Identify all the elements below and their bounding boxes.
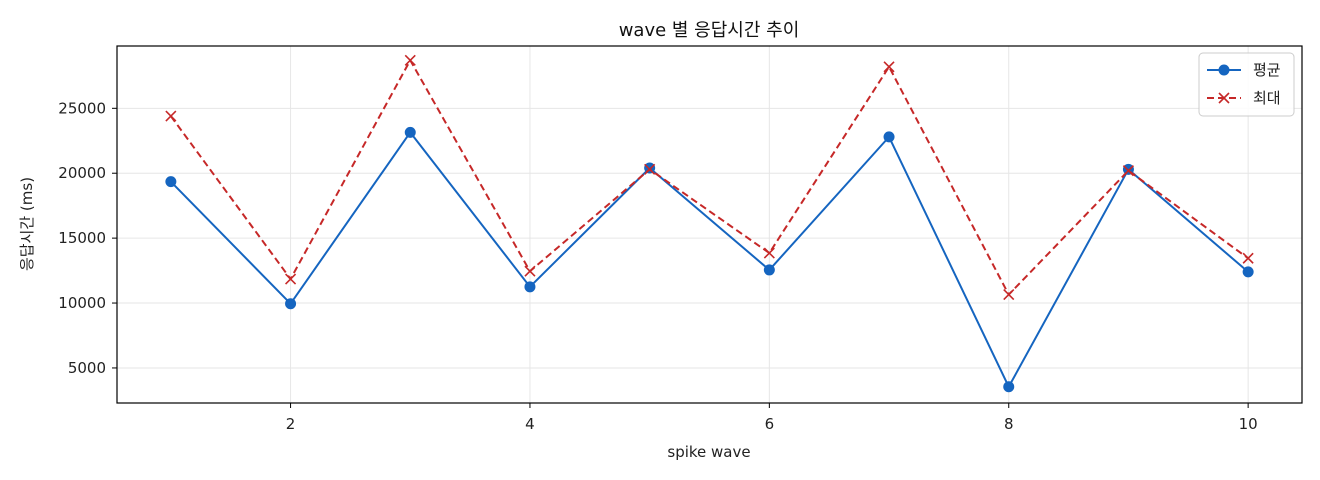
legend-label: 평균: [1253, 61, 1281, 79]
x-axis-ticks: 2 4 6 8 10: [286, 403, 1258, 433]
data-point-1: [1242, 266, 1254, 278]
data-point-2: [165, 110, 177, 122]
data-point-legend-2: [1218, 92, 1230, 104]
series-line-2: [170, 59, 1249, 296]
y-tick-label: 25000: [58, 99, 106, 117]
data-point-2: [404, 54, 416, 66]
data-point-2: [1122, 165, 1135, 177]
series-layer: [165, 54, 1254, 393]
x-tick-label: 8: [1004, 415, 1014, 433]
x-tick-label: 2: [286, 415, 296, 433]
legend-label: 최대: [1253, 89, 1281, 107]
y-tick-label: 20000: [58, 164, 106, 182]
data-point-1: [763, 264, 775, 276]
y-tick-label: 5000: [68, 359, 106, 377]
data-point-2: [1003, 289, 1015, 301]
data-point-1: [404, 126, 416, 138]
data-point-2: [883, 61, 895, 73]
data-point-2: [1242, 252, 1254, 264]
data-point-1: [165, 176, 177, 188]
plot-area-frame: [116, 45, 1303, 404]
x-tick-label: 10: [1239, 415, 1258, 433]
x-axis-title: spike wave: [667, 443, 750, 461]
legend-item-1: 평균: [1207, 61, 1281, 79]
data-point-1: [883, 131, 895, 143]
series-1: [165, 126, 1254, 393]
data-point-1: [1003, 381, 1015, 393]
y-axis-title: 응답시간 (ms): [18, 177, 36, 271]
x-tick-label: 6: [765, 415, 775, 433]
data-point-2: [644, 163, 656, 175]
grid: [117, 46, 1302, 403]
data-point-1: [524, 281, 536, 293]
data-point-2: [524, 265, 536, 277]
y-tick-label: 15000: [58, 229, 106, 247]
x-tick-label: 4: [525, 415, 535, 433]
chart-title: wave 별 응답시간 추이: [619, 20, 800, 41]
legend-item-2: 최대: [1207, 89, 1281, 107]
data-point-legend-1: [1218, 64, 1230, 76]
data-point-2: [763, 247, 775, 259]
data-point-1: [285, 298, 297, 310]
series-2: [165, 54, 1254, 301]
data-point-2: [284, 273, 297, 285]
series-line-1: [170, 131, 1249, 388]
y-tick-label: 10000: [58, 294, 106, 312]
y-axis-ticks: 5000 10000 15000 20000 25000: [58, 99, 117, 377]
